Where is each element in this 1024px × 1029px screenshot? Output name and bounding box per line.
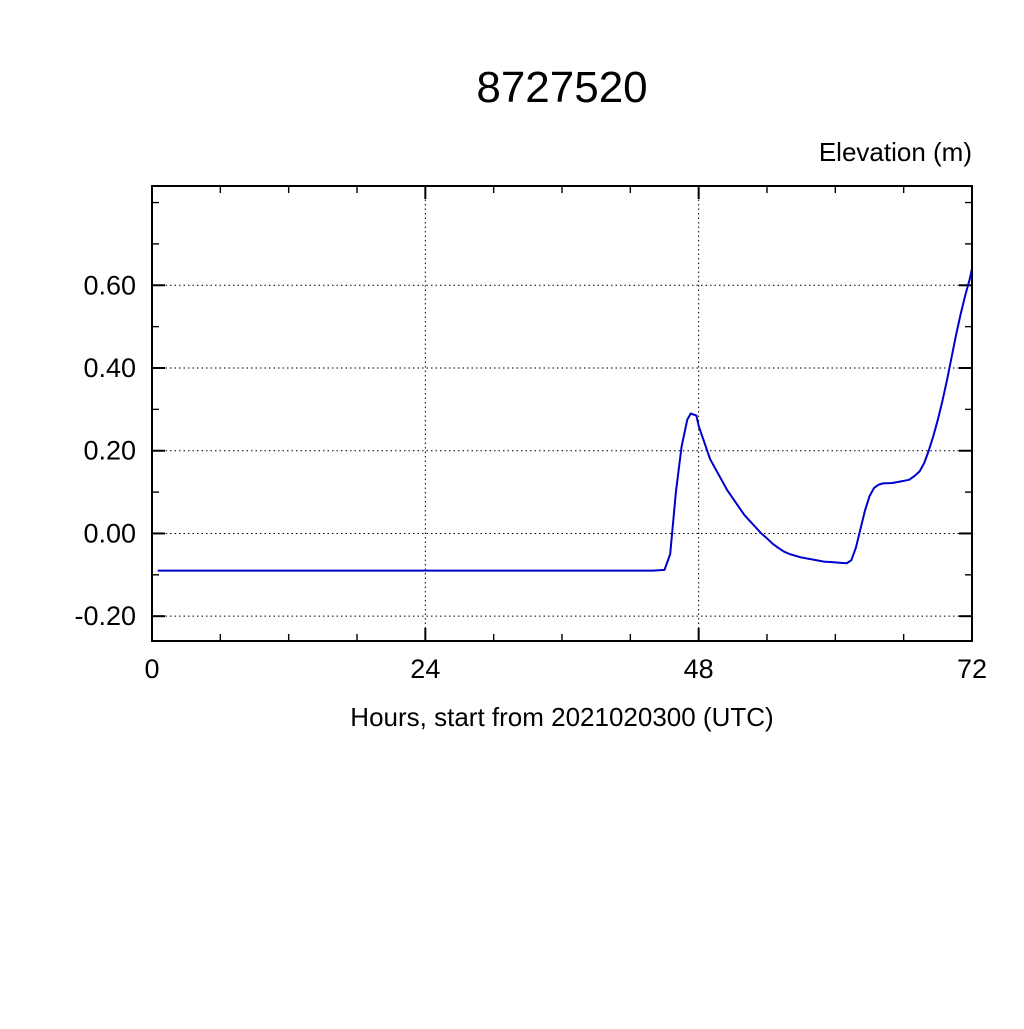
axis-ticks: [151, 186, 973, 641]
chart-title: 8727520: [476, 63, 647, 112]
y-tick-label: 0.40: [83, 353, 136, 383]
x-axis-label: Hours, start from 2021020300 (UTC): [350, 702, 773, 732]
x-tick-labels: 0 24 48 72: [144, 654, 987, 684]
x-tick-label: 72: [957, 654, 987, 684]
x-tick-label: 48: [684, 654, 714, 684]
x-tick-label: 0: [144, 654, 159, 684]
x-tick-label: 24: [410, 654, 440, 684]
y-tick-label: 0.60: [83, 270, 136, 300]
elevation-unit-label: Elevation (m): [819, 137, 972, 167]
plot-frame: [151, 185, 973, 642]
grid-lines: [152, 186, 972, 641]
y-tick-labels: -0.20 0.00 0.20 0.40 0.60: [74, 270, 136, 631]
y-tick-label: 0.20: [83, 436, 136, 466]
data-line: [157, 268, 973, 572]
y-tick-label: 0.00: [83, 518, 136, 548]
y-tick-label: -0.20: [74, 601, 136, 631]
